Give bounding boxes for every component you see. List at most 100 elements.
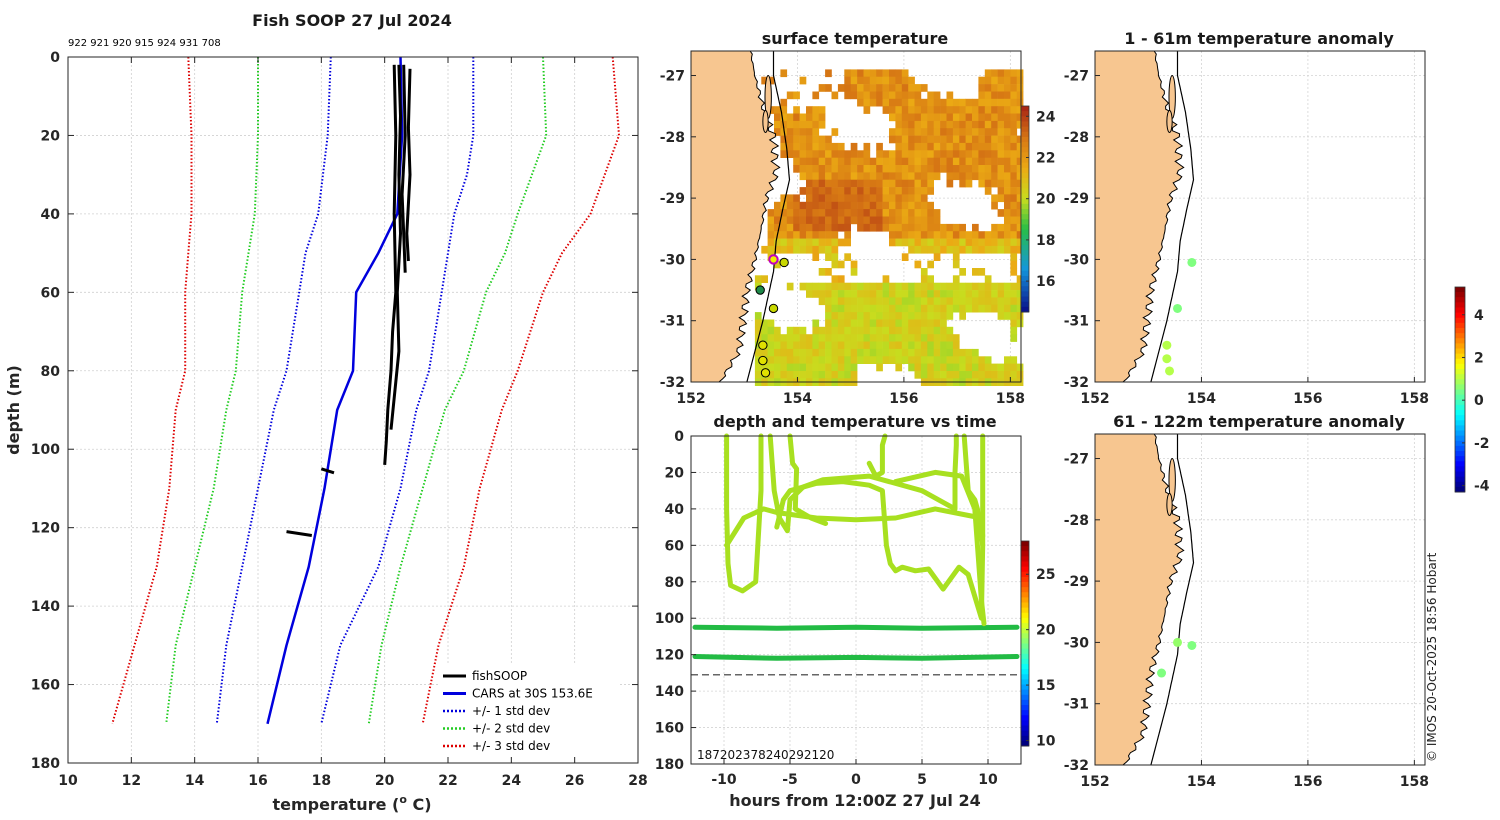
sst-pixel bbox=[920, 120, 928, 129]
sst-pixel bbox=[863, 172, 871, 181]
sst-pixel bbox=[799, 76, 807, 85]
sst-pixel bbox=[946, 128, 954, 136]
sst-pixel bbox=[831, 91, 839, 100]
sst-pixel bbox=[933, 304, 941, 313]
timeseries-xtick-label: 10 bbox=[978, 772, 998, 788]
sst-pixel bbox=[812, 231, 820, 239]
sst-pixel bbox=[991, 179, 998, 188]
sst-pixel bbox=[774, 356, 781, 364]
sst-pixel bbox=[901, 253, 909, 261]
anom-deep-land bbox=[1094, 433, 1185, 766]
sst-pixel bbox=[914, 260, 922, 269]
sst-pixel bbox=[825, 297, 832, 306]
sst-pixel bbox=[869, 216, 877, 225]
sst-pixel bbox=[997, 312, 1005, 320]
profile-xtick-label: 24 bbox=[502, 773, 522, 789]
sst-pixel bbox=[914, 363, 922, 372]
sst-pixel bbox=[965, 106, 973, 114]
sst-pixel bbox=[895, 91, 903, 100]
profile-ylabel: depth (m) bbox=[4, 365, 23, 455]
sst-pixel bbox=[806, 194, 813, 203]
timeseries-colorbar-segment bbox=[1021, 730, 1029, 737]
sst-pixel bbox=[876, 290, 883, 298]
sst-pixel bbox=[895, 98, 903, 107]
timeseries-ytick-label: 140 bbox=[655, 684, 684, 700]
sst-pixel bbox=[965, 297, 973, 306]
sst-pixel bbox=[889, 290, 896, 298]
sst-pixel bbox=[940, 312, 947, 320]
anomaly-colorbar-segment bbox=[1455, 302, 1465, 308]
sst-pixel bbox=[837, 312, 845, 320]
sst-pixel bbox=[959, 223, 966, 232]
sst-pixel bbox=[984, 179, 992, 188]
sst-pixel bbox=[825, 282, 832, 291]
sst-pixel bbox=[812, 157, 820, 166]
sst-pixel bbox=[978, 113, 986, 122]
sst-pixel bbox=[908, 319, 915, 328]
sst-ticks: 152 154 156 158 -27 -28 -29 -30 -31 -32 bbox=[660, 69, 1025, 407]
anomaly-colorbar-label: 4 bbox=[1474, 308, 1484, 324]
timeseries-track bbox=[787, 433, 829, 526]
anom-deep-point bbox=[1173, 637, 1182, 647]
sst-pixel bbox=[806, 245, 813, 254]
sst-pixel bbox=[850, 142, 858, 151]
sst-pixel bbox=[946, 326, 954, 335]
sst-pixel bbox=[991, 282, 998, 291]
anom-deep-xtick-label: 156 bbox=[1293, 774, 1322, 790]
sst-pixel bbox=[978, 172, 986, 181]
anomaly-colorbar-segment bbox=[1455, 328, 1465, 334]
anomaly-colorbar-segment bbox=[1455, 363, 1465, 370]
sst-pixel bbox=[806, 238, 813, 247]
sst-pixel bbox=[825, 334, 832, 342]
sst-pixel bbox=[767, 326, 775, 335]
sst-pixel bbox=[1016, 120, 1024, 129]
sst-pixel bbox=[946, 142, 954, 151]
sst-pixel bbox=[780, 150, 788, 158]
sst-pixel bbox=[774, 326, 781, 335]
sst-pixel bbox=[927, 165, 934, 173]
sst-pixel bbox=[863, 326, 871, 335]
sst-station bbox=[768, 303, 779, 314]
sst-pixel bbox=[972, 106, 979, 114]
sst-pixel bbox=[895, 363, 903, 372]
sst-pixel bbox=[1016, 319, 1024, 328]
sst-pixel bbox=[857, 91, 864, 100]
sst-pixel bbox=[844, 216, 851, 225]
sst-colorbar-frame bbox=[1020, 105, 1030, 313]
sst-pixel bbox=[927, 348, 934, 357]
sst-pixel bbox=[914, 341, 922, 350]
sst-pixel bbox=[780, 238, 788, 247]
sst-pixel bbox=[812, 334, 820, 342]
sst-pixel bbox=[882, 201, 890, 210]
sst-pixel bbox=[863, 91, 871, 100]
anomaly-colorbar-label: 2 bbox=[1474, 350, 1484, 366]
sst-pixel bbox=[1004, 297, 1011, 306]
legend-label: +/- 1 std dev bbox=[472, 704, 550, 718]
sst-pixel bbox=[850, 312, 858, 320]
sst-pixel bbox=[914, 297, 922, 306]
sst-pixel bbox=[837, 348, 845, 357]
anomaly-colorbar-segment bbox=[1455, 456, 1465, 462]
sst-pixel bbox=[895, 179, 903, 188]
sst-pixel bbox=[895, 297, 903, 306]
sst-pixel bbox=[978, 179, 986, 188]
sst-pixel bbox=[889, 209, 896, 217]
timeseries-ytick-label: 40 bbox=[665, 502, 685, 518]
sst-pixel bbox=[818, 142, 826, 151]
sst-pixel bbox=[984, 187, 992, 195]
sst-pixel bbox=[850, 76, 858, 85]
profile-legend: fishSOOP CARS at 30S 153.6E +/- 1 std dev +… bbox=[438, 665, 618, 756]
timeseries-ytick-label: 160 bbox=[655, 721, 684, 737]
sst-pixel bbox=[895, 326, 903, 335]
sst-pixel bbox=[806, 106, 813, 114]
sst-pixel bbox=[908, 304, 915, 313]
anom-shallow-island bbox=[1166, 109, 1173, 134]
timeseries-colorbar-segment bbox=[1021, 694, 1029, 701]
sst-pixel bbox=[889, 216, 896, 225]
profile-series-line bbox=[400, 64, 407, 273]
sst-pixel bbox=[972, 120, 979, 129]
sst-pixel bbox=[933, 371, 941, 379]
sst-pixel bbox=[844, 356, 851, 364]
sst-pixel bbox=[812, 290, 820, 298]
timeseries-colorbar-segment bbox=[1021, 740, 1029, 747]
